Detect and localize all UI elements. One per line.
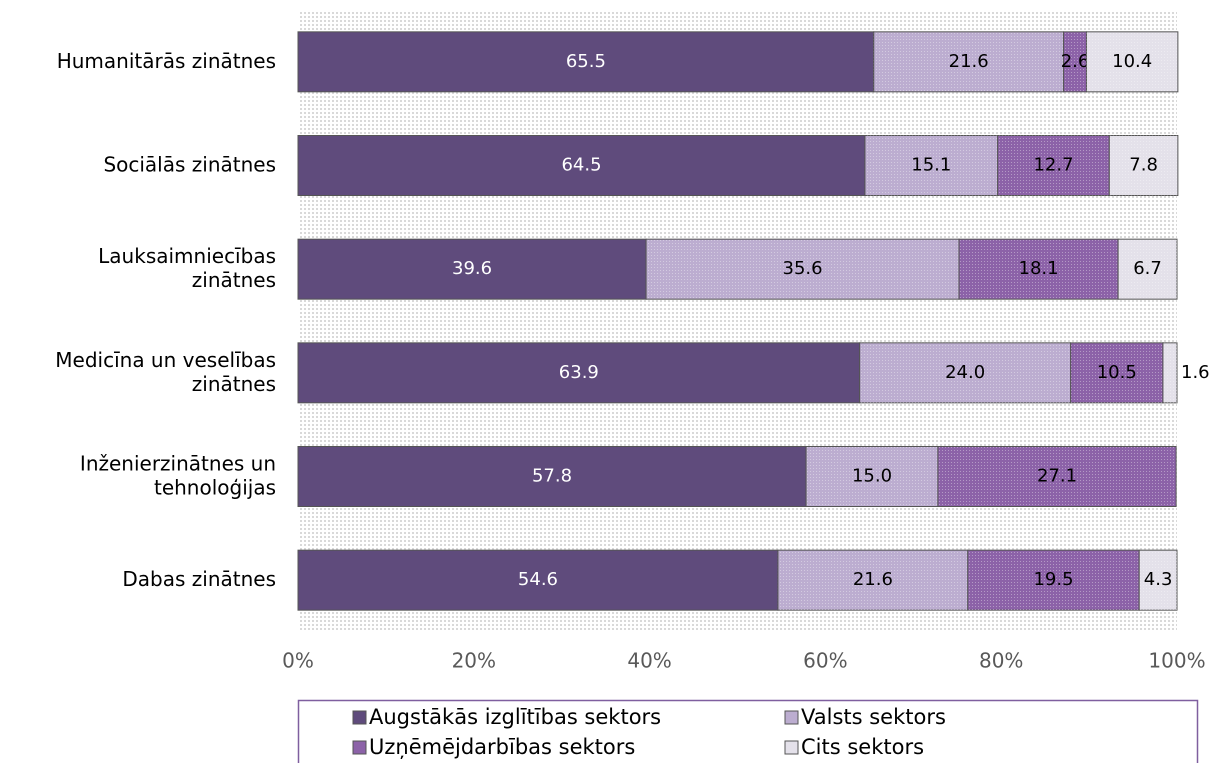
x-tick-label: 80% [979, 649, 1023, 673]
legend-label: Augstākās izglītības sektors [369, 705, 661, 729]
data-label: 1.6 [1181, 362, 1210, 383]
bar-segment [297, 135, 866, 196]
bar-texture [959, 239, 1119, 300]
bar-segment [297, 549, 779, 611]
data-label: 15.1 [911, 155, 951, 176]
bar-segment [297, 342, 861, 404]
data-label: 2.6 [1061, 51, 1090, 72]
data-label: 15.0 [852, 466, 892, 487]
data-label: 39.6 [452, 258, 492, 279]
bar-texture [1139, 550, 1177, 611]
bar-texture [1109, 135, 1178, 196]
plot-background [298, 10, 1177, 632]
data-label: 27.1 [1037, 466, 1077, 487]
data-label: 10.4 [1112, 51, 1152, 72]
legend-swatch [784, 740, 799, 755]
data-label: 65.5 [566, 51, 606, 72]
legend-swatch [352, 710, 367, 725]
x-tick-label: 20% [452, 649, 496, 673]
legend-swatch [784, 710, 799, 725]
bar-texture [1070, 342, 1163, 403]
bar-segment [297, 31, 875, 93]
legend-swatch [352, 740, 367, 755]
legend-label: Cits sektors [801, 735, 924, 759]
x-tick-label: 40% [627, 649, 671, 673]
data-label: 10.5 [1097, 362, 1137, 383]
y-tick-label: Lauksaimniecības zinātnes [98, 244, 276, 292]
data-label: 63.9 [559, 362, 599, 383]
bar-texture [997, 135, 1110, 196]
bar-texture [873, 31, 1064, 92]
y-tick-label: Inženierzinātnes un tehnoloģijas [80, 451, 276, 499]
data-label: 64.5 [561, 155, 601, 176]
data-label: 6.7 [1133, 258, 1162, 279]
bar-segment [297, 238, 647, 300]
data-label: 7.8 [1129, 155, 1158, 176]
bar-texture [967, 550, 1140, 611]
legend-label: Uzņēmējdarbības sektors [369, 735, 635, 759]
bar-texture [864, 135, 998, 196]
data-label: 35.6 [783, 258, 823, 279]
y-tick-label: Humanitārās zinātnes [57, 48, 276, 72]
bar-texture [1086, 31, 1178, 92]
bar-texture [1063, 31, 1087, 92]
data-label: 54.6 [518, 569, 558, 590]
data-label: 24.0 [945, 362, 985, 383]
x-tick-label: 60% [803, 649, 847, 673]
bar-texture [1162, 342, 1177, 403]
bar-segment [297, 446, 807, 507]
bar-texture [937, 446, 1177, 507]
data-label: 19.5 [1033, 569, 1073, 590]
y-tick-label: Dabas zinātnes [122, 567, 276, 591]
bar-texture [777, 550, 968, 611]
bar-texture [1118, 239, 1177, 300]
data-label: 21.6 [853, 569, 893, 590]
bar-texture [806, 446, 938, 507]
x-tick-label: 0% [282, 649, 314, 673]
data-label: 4.3 [1144, 569, 1173, 590]
bar-texture [859, 342, 1071, 403]
legend-box [297, 699, 1199, 763]
data-label: 21.6 [949, 51, 989, 72]
bar-texture [646, 239, 960, 300]
y-tick-label: Medicīna un veselības zinātnes [55, 347, 276, 395]
y-tick-label: Sociālās zinātnes [103, 152, 276, 176]
legend-label: Valsts sektors [801, 705, 946, 729]
data-label: 18.1 [1019, 258, 1059, 279]
data-label: 12.7 [1033, 155, 1073, 176]
x-tick-label: 100% [1148, 649, 1205, 673]
data-label: 57.8 [532, 466, 572, 487]
